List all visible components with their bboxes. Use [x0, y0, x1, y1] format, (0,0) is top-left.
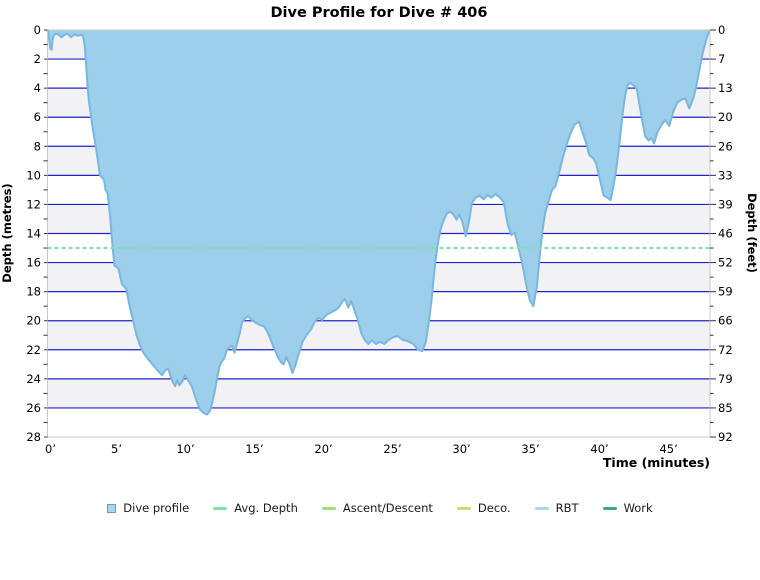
- legend-label: Deco.: [477, 501, 511, 515]
- left-axis-tick-label: 18: [26, 285, 41, 299]
- legend-swatch-icon: [107, 503, 117, 513]
- left-axis-tick-label: 16: [26, 256, 41, 270]
- left-axis-tick-label: 6: [34, 110, 41, 124]
- legend-label: Avg. Depth: [234, 501, 298, 515]
- plot-area: 0246810121416182022242628071320263339465…: [26, 23, 732, 456]
- legend-label: Ascent/Descent: [342, 501, 433, 515]
- left-axis-tick-label: 0: [34, 23, 41, 37]
- dive-profile-chart: 0246810121416182022242628071320263339465…: [0, 23, 759, 470]
- x-axis-tick-label: 40’: [590, 442, 608, 456]
- right-axis-tick-label: 46: [718, 227, 733, 241]
- x-axis-title: Time (minutes): [603, 455, 710, 470]
- x-axis-tick-label: 25’: [383, 442, 401, 456]
- right-axis-tick-label: 7: [718, 52, 725, 66]
- legend-label: RBT: [555, 501, 579, 515]
- dive-profile-area: [47, 30, 710, 415]
- right-axis-tick-label: 33: [718, 168, 733, 182]
- legend: Dive profile Avg. Depth Ascent/Descent Deco…: [0, 501, 760, 515]
- right-axis-tick-label: 92: [718, 430, 733, 444]
- right-axis-tick-label: 20: [718, 110, 733, 124]
- left-axis-tick-label: 22: [26, 343, 41, 357]
- legend-swatch-icon: [602, 506, 617, 510]
- x-axis-tick-label: 15’: [245, 442, 263, 456]
- right-axis-tick-label: 39: [718, 197, 733, 211]
- left-axis-tick-label: 24: [26, 372, 41, 386]
- left-axis-tick-label: 14: [26, 227, 41, 241]
- right-axis-title: Depth (feet): [745, 193, 759, 273]
- right-axis-tick-label: 66: [718, 314, 733, 328]
- left-axis-tick-label: 8: [34, 139, 41, 153]
- legend-label: Dive profile: [123, 501, 190, 515]
- left-axis-tick-label: 12: [26, 197, 41, 211]
- right-axis-tick-label: 13: [718, 81, 733, 95]
- legend-item-ascent-descent: Ascent/Descent: [321, 501, 433, 515]
- legend-item-avg-depth: Avg. Depth: [213, 501, 298, 515]
- x-axis-tick-label: 20’: [314, 442, 332, 456]
- left-axis-title: Depth (metres): [0, 183, 14, 282]
- right-axis-tick-label: 79: [718, 372, 733, 386]
- left-axis-tick-label: 10: [26, 168, 41, 182]
- x-axis-tick-label: 10’: [176, 442, 194, 456]
- right-axis-tick-label: 85: [718, 401, 733, 415]
- legend-swatch-icon: [534, 506, 549, 510]
- right-axis-tick-label: 72: [718, 343, 733, 357]
- right-axis-tick-label: 59: [718, 285, 733, 299]
- legend-swatch-icon: [456, 506, 471, 510]
- legend-swatch-icon: [213, 506, 228, 510]
- left-axis-tick-label: 26: [26, 401, 41, 415]
- left-axis-tick-label: 2: [34, 52, 41, 66]
- legend-item-deco-: Deco.: [456, 501, 511, 515]
- depth-band: [47, 407, 710, 437]
- x-axis-tick-label: 45’: [659, 442, 677, 456]
- chart-title: Dive Profile for Dive # 406: [270, 5, 488, 21]
- legend-item-dive-profile: Dive profile: [107, 501, 189, 515]
- left-axis-tick-label: 20: [26, 314, 41, 328]
- right-axis-tick-label: 52: [718, 256, 733, 270]
- legend-item-work: Work: [602, 501, 653, 515]
- x-axis-tick-label: 5’: [111, 442, 122, 456]
- x-axis-tick-label: 35’: [521, 442, 539, 456]
- left-axis-tick-label: 28: [26, 430, 41, 444]
- legend-item-rbt: RBT: [534, 501, 579, 515]
- legend-swatch-icon: [321, 506, 336, 510]
- depth-band: [47, 378, 710, 408]
- left-axis-tick-label: 4: [34, 81, 41, 95]
- right-axis-tick-label: 26: [718, 139, 733, 153]
- right-axis-tick-label: 0: [718, 23, 725, 37]
- legend-label: Work: [623, 501, 653, 515]
- dive-profile-line: [46, 29, 711, 416]
- x-axis-tick-label: 0’: [45, 442, 56, 456]
- x-axis-tick-label: 30’: [452, 442, 470, 456]
